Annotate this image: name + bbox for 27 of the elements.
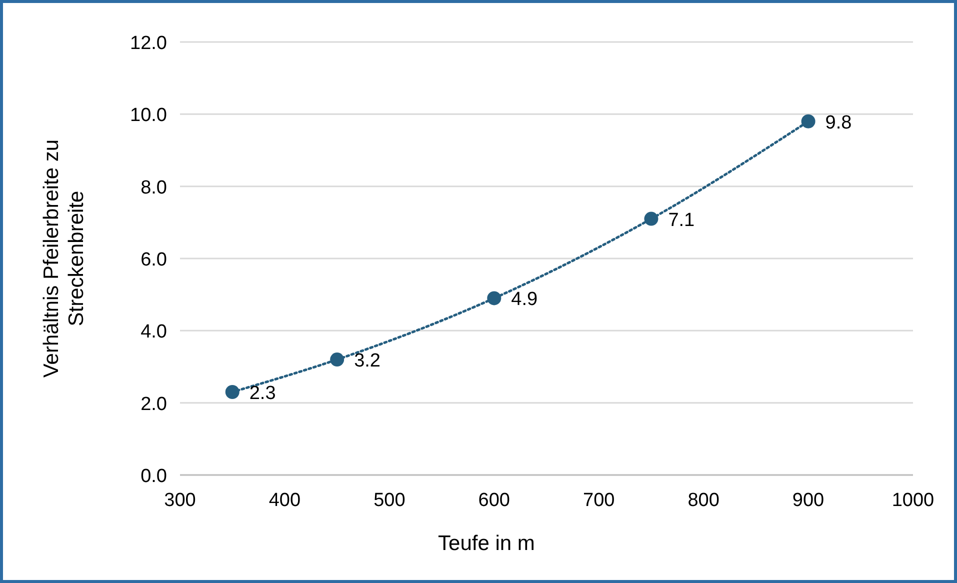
point (801, 114, 816, 128)
data-label: 2.3 (249, 383, 276, 404)
x-axis-title: Teufe in m (438, 532, 535, 555)
data-label: 9.8 (825, 112, 852, 134)
y-tick-label: 2.0 (140, 394, 167, 415)
y-tick-label: 6.0 (140, 250, 167, 270)
y-tick-label: 0.0 (140, 466, 167, 487)
data-label: 4.9 (511, 289, 538, 310)
x-tick-label: 500 (374, 490, 406, 511)
point (330, 352, 344, 367)
y-tick-label: 10.0 (130, 105, 167, 126)
x-tick-label: 600 (478, 490, 510, 511)
point (225, 385, 240, 400)
x-tick-label: 800 (688, 490, 720, 511)
y-tick-label: 12.0 (130, 33, 167, 54)
x-tick-label: 400 (268, 490, 301, 511)
x-tick-label: 1000 (892, 490, 934, 511)
x-tick-label: 700 (583, 490, 615, 511)
y-tick-label: 8.0 (140, 177, 167, 198)
data-label: 3.2 (354, 350, 380, 372)
point (644, 212, 658, 226)
point (487, 291, 502, 306)
y-axis-title: Verhältnis Pfeilerbreite zu Streckenbreite (40, 139, 88, 378)
data-label: 7.1 (668, 210, 695, 231)
x-tick-label: 300 (164, 490, 196, 511)
x-tick-label: 900 (792, 490, 824, 511)
y-tick-label: 4.0 (140, 322, 167, 343)
